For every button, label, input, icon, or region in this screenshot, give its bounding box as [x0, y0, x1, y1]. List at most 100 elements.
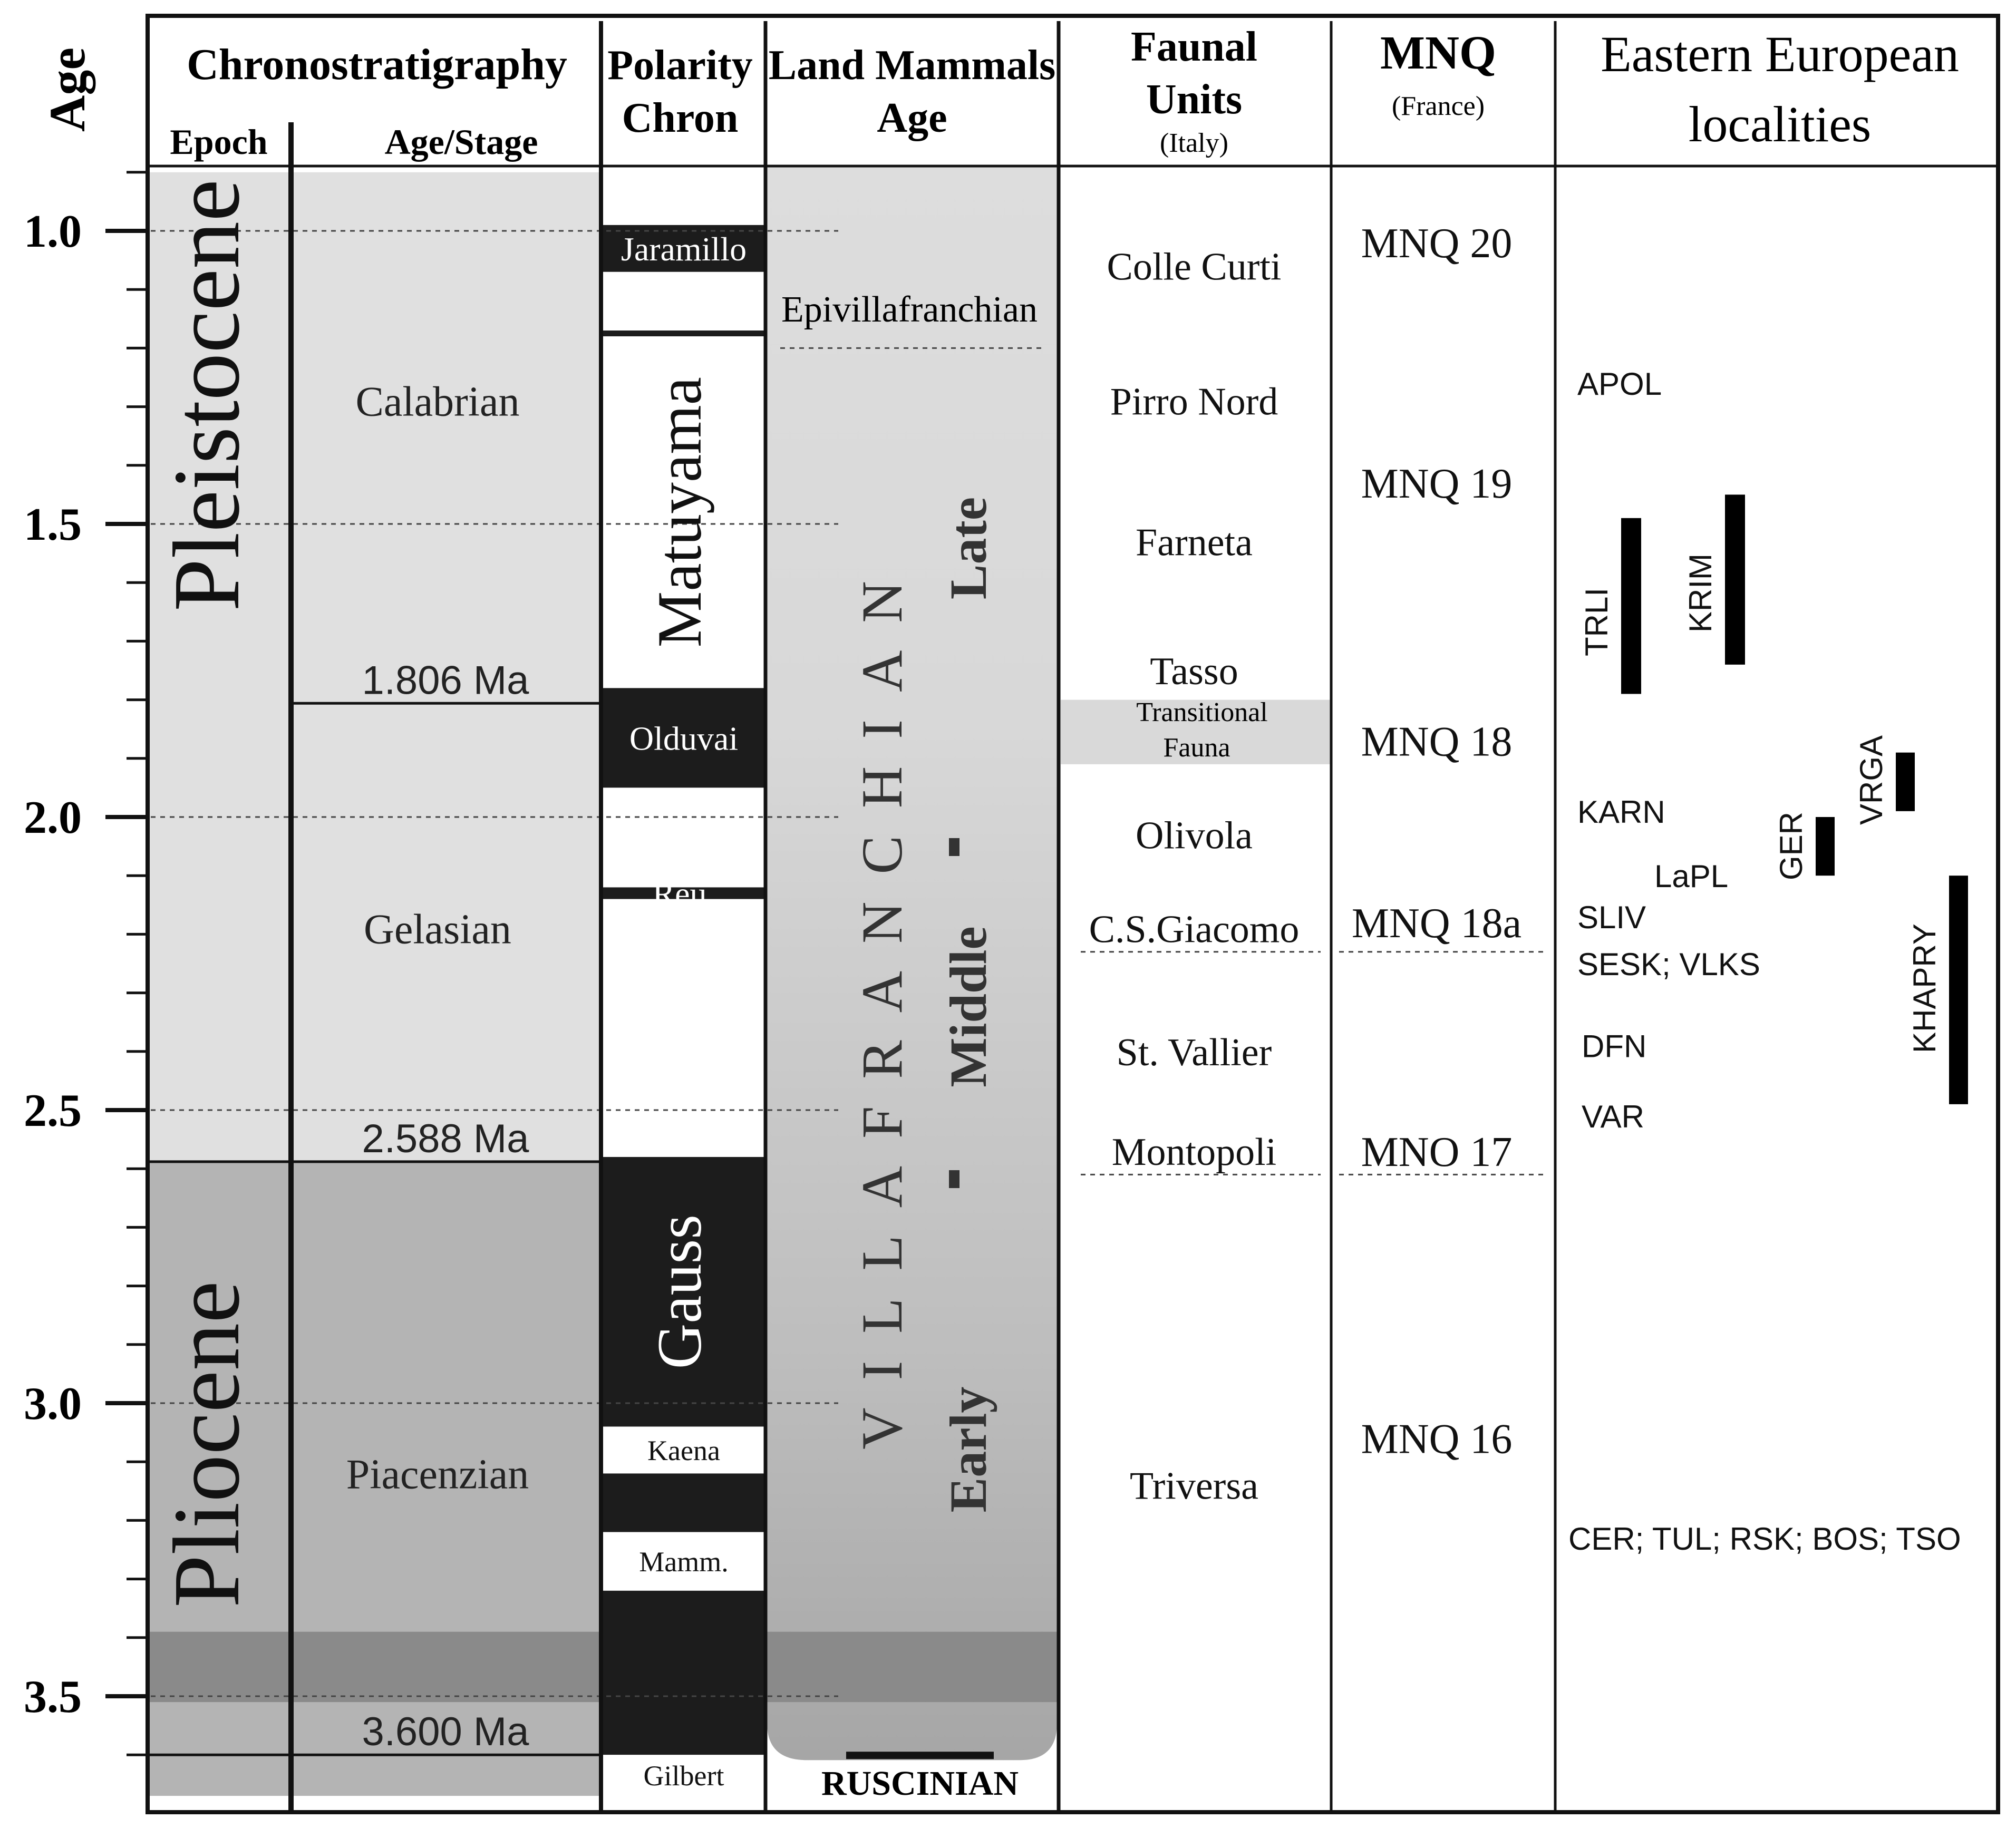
chron-label-jaramillo: Jaramillo: [621, 230, 747, 268]
age-tick-label-1: 1.5: [24, 499, 82, 550]
polarity-chron-12: [602, 1590, 765, 1755]
chrono-title: Chronostratigraphy: [187, 40, 567, 89]
ee-locality-0: APOL: [1577, 366, 1662, 402]
ee-locality-5: DFN: [1582, 1029, 1646, 1064]
chron-label-reu: Reu.: [652, 875, 715, 912]
pliocene-dark-band: [148, 1631, 601, 1703]
chron-label-olduvai: Olduvai: [629, 719, 738, 757]
ee-title-2: localities: [1689, 96, 1872, 152]
mnq-zone-mnq20: MNQ 20: [1361, 220, 1513, 267]
faunal-title-1: Faunal: [1131, 24, 1257, 70]
polarity-chron-1: [602, 271, 765, 331]
polarity-chron-11: [602, 1532, 765, 1591]
boundary-label-1: 2.588 Ma: [362, 1116, 530, 1161]
faunal-unit-collecurti: Colle Curti: [1107, 246, 1282, 289]
age-tick-label-3: 2.5: [24, 1085, 82, 1136]
polarity-title-1: Polarity: [607, 42, 752, 89]
polarity-chron-0: [602, 225, 765, 272]
mnq-title: MNQ: [1380, 27, 1496, 79]
mnq-subtitle: (France): [1392, 91, 1485, 121]
ee-range-label-trli: TRLI: [1579, 588, 1614, 656]
lma-title-2: Age: [877, 95, 947, 141]
polarity-chron-3: [602, 336, 765, 688]
late-label: Late: [939, 497, 997, 599]
chron-label-gilbert: Gilbert: [644, 1760, 724, 1792]
ee-locality-6: VAR: [1582, 1099, 1644, 1134]
polarity-chron-4: [602, 688, 765, 788]
polarity-chron-5: [602, 787, 765, 888]
early-label: Early: [939, 1387, 997, 1513]
ee-range-label-krim: KRIM: [1683, 553, 1718, 633]
epoch-band-pleistocene: [148, 172, 601, 1162]
age-tick-label-0: 1.0: [24, 206, 82, 257]
epoch-label-pliocene: Pliocene: [154, 1281, 259, 1608]
ee-range-label-vrga: VRGA: [1854, 735, 1889, 825]
ee-range-bar-vrga: [1896, 752, 1915, 811]
ee-range-label-ger: GER: [1773, 812, 1809, 880]
ruscinian-label: RUSCINIAN: [821, 1764, 1019, 1803]
epoch-header: Epoch: [170, 122, 267, 162]
middle-label: Middle: [939, 926, 997, 1087]
chron-label-gauss: Gauss: [644, 1214, 714, 1369]
middle-late-dash: [949, 838, 959, 856]
faunal-unit-csgiacomo: C.S.Giacomo: [1089, 908, 1300, 951]
faunal-title-2: Units: [1146, 76, 1242, 123]
faunal-unit-farneta: Farneta: [1136, 521, 1253, 564]
ee-range-bar-krim: [1725, 494, 1745, 665]
age-axis-label: Age: [39, 47, 95, 132]
epivillafranchian-label: Epivillafranchian: [781, 289, 1038, 330]
chron-label-matuyama: Matuyama: [644, 377, 714, 647]
mnq-zone-mnq19: MNQ 19: [1361, 461, 1513, 507]
ee-locality-4: SESK; VLKS: [1577, 947, 1760, 982]
ee-locality-7: CER; TUL; RSK; BOS; TSO: [1568, 1521, 1961, 1557]
lma-title-1: Land Mammals: [769, 42, 1056, 89]
stage-label-calabrian: Calabrian: [356, 378, 520, 425]
faunal-subtitle: (Italy): [1160, 128, 1228, 158]
faunal-unit-triversa: Triversa: [1130, 1465, 1258, 1508]
ee-title-1: Eastern European: [1601, 26, 1959, 82]
mnq-zone-mnq16: MNQ 16: [1361, 1416, 1513, 1463]
stage-label-piacenzian: Piacenzian: [346, 1451, 529, 1498]
mnq-zone-mnq18: MNQ 18: [1361, 718, 1513, 765]
chron-label-mamm: Mamm.: [639, 1546, 729, 1578]
chron-label-kaena: Kaena: [647, 1435, 720, 1466]
transitional-fauna-label-2: Fauna: [1163, 733, 1230, 763]
ruscinian-bar: [846, 1752, 994, 1759]
polarity-chron-13: [602, 1755, 765, 1796]
polarity-chron-7: [602, 899, 765, 1157]
stage-label-gelasian: Gelasian: [364, 906, 511, 952]
villafranchian-label: VILLAFRANCHIAN: [850, 553, 914, 1450]
mnq-zone-mno17: MNO 17: [1361, 1129, 1513, 1175]
epoch-label-pleistocene: Pleistocene: [154, 179, 259, 611]
ee-locality-1: KARN: [1577, 794, 1665, 830]
polarity-chron-9: [602, 1426, 765, 1474]
polarity-chron-8: [602, 1156, 765, 1427]
polarity-chron-10: [602, 1473, 765, 1532]
ee-locality-2: LaPL: [1654, 859, 1728, 894]
age-tick-label-5: 3.5: [24, 1671, 82, 1723]
early-middle-dash: [949, 1170, 959, 1188]
lma-dark-band: [767, 1631, 1057, 1703]
polarity-title-2: Chron: [622, 95, 739, 141]
faunal-unit-stvallier: St. Vallier: [1117, 1031, 1272, 1074]
mnq-zone-mnq18a: MNQ 18a: [1352, 900, 1521, 947]
villafranchian-column: [767, 166, 1057, 1761]
age-tick-label-4: 3.0: [24, 1378, 82, 1430]
stage-header: Age/Stage: [385, 122, 538, 162]
polarity-chron-6: [602, 887, 765, 899]
faunal-unit-pirronord: Pirro Nord: [1110, 380, 1278, 423]
transitional-fauna-label-1: Transitional: [1136, 697, 1267, 727]
ee-range-label-khapry: KHAPRY: [1907, 923, 1942, 1053]
faunal-unit-olivola: Olivola: [1136, 814, 1253, 857]
transitional-fauna-band: [1061, 699, 1331, 764]
age-tick-label-2: 2.0: [24, 792, 82, 843]
ee-range-bar-khapry: [1949, 876, 1968, 1104]
ee-range-bar-ger: [1816, 817, 1835, 876]
polarity-chron-2: [602, 330, 765, 337]
boundary-label-0: 1.806 Ma: [362, 658, 530, 703]
faunal-unit-tasso: Tasso: [1150, 650, 1238, 693]
ee-locality-3: SLIV: [1577, 900, 1646, 935]
boundary-label-2: 3.600 Ma: [362, 1709, 530, 1754]
ee-range-bar-trli: [1621, 518, 1641, 694]
